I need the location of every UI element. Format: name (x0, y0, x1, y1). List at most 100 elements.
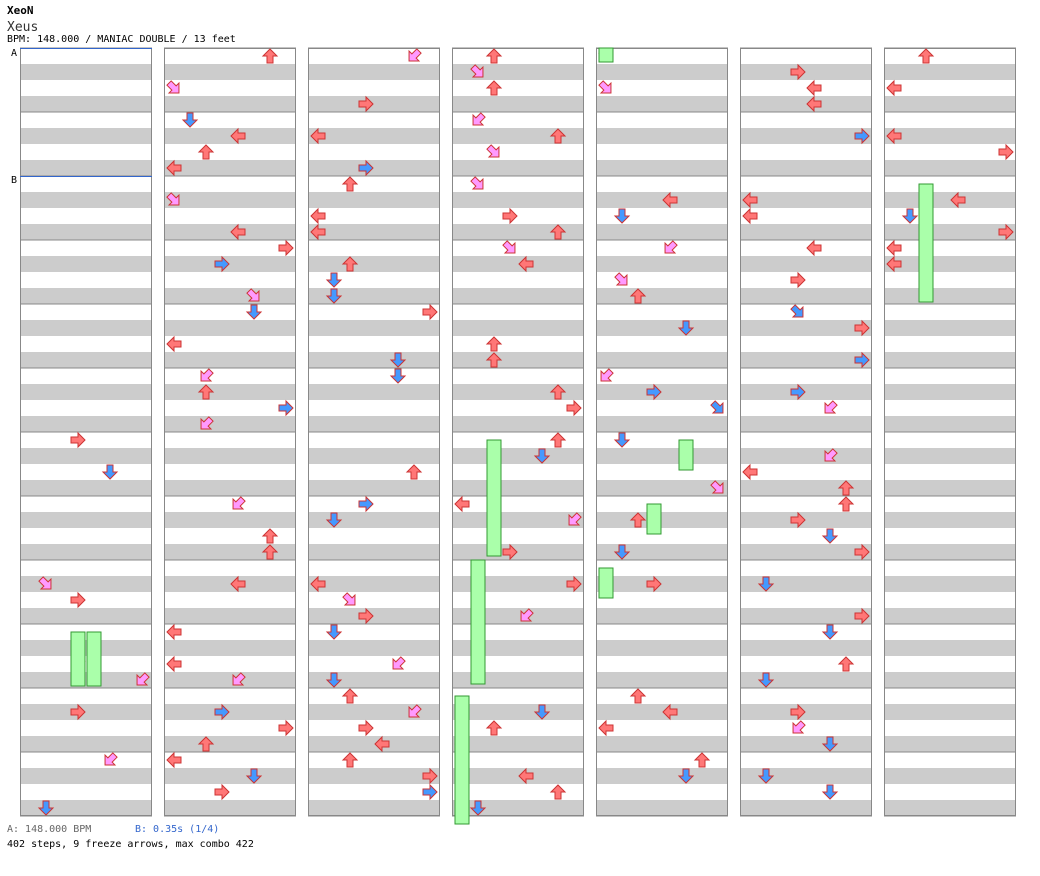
arrow-shape (341, 176, 359, 192)
step-arrow (261, 48, 279, 64)
stripe (164, 608, 296, 624)
step-arrow (790, 304, 804, 318)
step-arrow (166, 655, 182, 673)
arrow-shape (886, 127, 902, 145)
freeze-arrow (454, 695, 470, 825)
step-arrow (197, 384, 215, 400)
arrow-shape (742, 191, 758, 209)
stripe (884, 128, 1016, 144)
stripe (452, 512, 584, 528)
step-arrow (950, 191, 966, 209)
stripe (308, 736, 440, 752)
arrow-shape (230, 575, 246, 593)
step-arrow (998, 223, 1014, 241)
column-border (452, 48, 584, 816)
step-arrow (70, 591, 86, 609)
stripe (164, 480, 296, 496)
step-arrow (568, 512, 582, 526)
stripe (740, 800, 872, 816)
stripe (740, 96, 872, 112)
stripe (164, 192, 296, 208)
arrow-shape (854, 319, 870, 337)
stripe (884, 608, 1016, 624)
step-arrow (405, 464, 423, 480)
arrow-shape (166, 751, 182, 769)
step-arrow (469, 800, 487, 816)
stripe (308, 480, 440, 496)
arrow-shape (230, 223, 246, 241)
step-arrow (325, 624, 343, 640)
arrow-shape (806, 239, 822, 257)
step-arrow (358, 607, 374, 625)
stripe (596, 672, 728, 688)
arrow-shape (454, 495, 470, 513)
arrow-shape (710, 400, 724, 414)
stripe (740, 160, 872, 176)
step-arrow (454, 495, 470, 513)
arrow-shape (200, 368, 214, 382)
step-arrow (422, 303, 438, 321)
stripe (164, 288, 296, 304)
arrow-shape (757, 768, 775, 784)
stripe (164, 800, 296, 816)
arrow-shape (197, 384, 215, 400)
arrow-shape (520, 608, 534, 622)
stripe (164, 96, 296, 112)
stripe (596, 352, 728, 368)
stripe (20, 288, 152, 304)
stripe (20, 576, 152, 592)
stripe (596, 192, 728, 208)
arrow-shape (200, 416, 214, 430)
step-arrow (485, 336, 503, 352)
arrow-shape (790, 383, 806, 401)
step-arrow (790, 511, 806, 529)
step-arrow (230, 575, 246, 593)
column-border (164, 48, 296, 816)
stripe (308, 384, 440, 400)
arrow-shape (533, 704, 551, 720)
stripe (596, 256, 728, 272)
step-arrow (806, 239, 822, 257)
stripe (596, 736, 728, 752)
step-arrow (214, 783, 230, 801)
arrow-shape (502, 207, 518, 225)
stripe (452, 64, 584, 80)
arrow-shape (214, 783, 230, 801)
arrow-shape (917, 48, 935, 64)
step-arrow (232, 672, 246, 686)
step-arrow (101, 464, 119, 480)
step-arrow (181, 112, 199, 128)
step-arrow (502, 207, 518, 225)
stripe (884, 512, 1016, 528)
arrow-shape (358, 159, 374, 177)
stripe (164, 320, 296, 336)
arrow-shape (854, 127, 870, 145)
arrow-shape (408, 48, 422, 62)
stripe (452, 384, 584, 400)
step-arrow (392, 656, 406, 670)
stripe (308, 256, 440, 272)
stripe (308, 192, 440, 208)
arrow-shape (104, 752, 118, 766)
arrow-shape (568, 512, 582, 526)
step-arrow (549, 784, 567, 800)
step-arrow (518, 767, 534, 785)
arrow-shape (408, 704, 422, 718)
arrow-shape (422, 783, 438, 801)
stripe (596, 448, 728, 464)
step-arrow (342, 592, 356, 606)
step-arrow (854, 543, 870, 561)
stripe (20, 192, 152, 208)
stripe (884, 320, 1016, 336)
arrow-shape (341, 752, 359, 768)
chart-info: BPM: 148.000 / MANIAC DOUBLE / 13 feet (7, 34, 236, 45)
step-arrow (408, 704, 422, 718)
stripe (884, 384, 1016, 400)
arrow-shape (629, 688, 647, 704)
stripe (452, 704, 584, 720)
step-arrow (278, 719, 294, 737)
step-arrow (598, 80, 612, 94)
stripe (164, 448, 296, 464)
arrow-shape (310, 207, 326, 225)
stripe (308, 544, 440, 560)
